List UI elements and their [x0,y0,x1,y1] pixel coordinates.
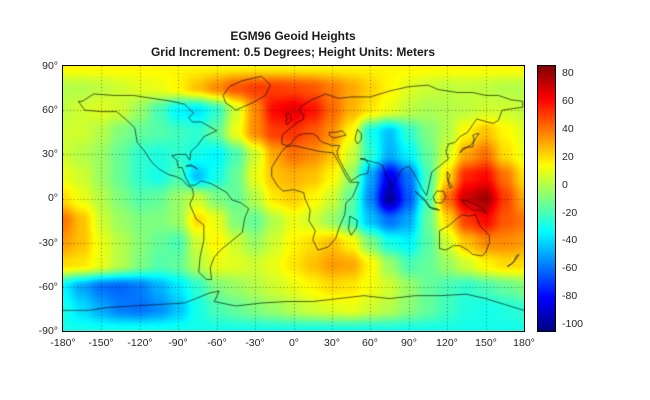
y-tick-label: 30° [42,148,58,160]
geoid-heatmap-canvas [63,66,524,331]
colorbar-tick-label: -100 [562,318,584,330]
x-tick-label: -30° [245,337,265,349]
x-tick-label: 90° [401,337,417,349]
colorbar-tick-label: -80 [562,290,578,302]
colorbar-tick-label: 20 [562,151,574,163]
x-tick-label: -150° [88,337,114,349]
x-tick-label: 30° [324,337,340,349]
colorbar-tick-label: -60 [562,262,578,274]
y-tick-label: -30° [38,237,58,249]
colorbar-tick-label: 40 [562,123,574,135]
plot-axes [62,65,525,332]
x-tick-label: -120° [127,337,153,349]
colorbar-tick-label: 80 [562,67,574,79]
colorbar-canvas [538,66,555,331]
x-tick-label: 120° [436,337,458,349]
colorbar [537,65,556,332]
x-tick-label: -180° [50,337,76,349]
y-tick-label: 0° [47,192,58,204]
colorbar-tick-label: -20 [562,207,578,219]
x-tick-label: 180° [513,337,535,349]
colorbar-tick-label: 0 [562,179,568,191]
x-tick-label: 150° [475,337,497,349]
x-tick-label: 60° [362,337,378,349]
y-tick-label: -90° [38,325,58,337]
colorbar-tick-label: -40 [562,234,578,246]
x-tick-label: 0° [288,337,300,349]
chart-title-block: EGM96 Geoid Heights Grid Increment: 0.5 … [62,28,524,60]
chart-title: EGM96 Geoid Heights [230,29,356,43]
y-tick-label: 90° [42,60,58,72]
chart-subtitle: Grid Increment: 0.5 Degrees; Height Unit… [150,45,436,60]
x-tick-label: -60° [207,337,227,349]
y-tick-label: -60° [38,281,58,293]
colorbar-tick-label: 60 [562,95,574,107]
x-tick-label: -90° [168,337,188,349]
y-tick-label: 60° [42,104,58,116]
